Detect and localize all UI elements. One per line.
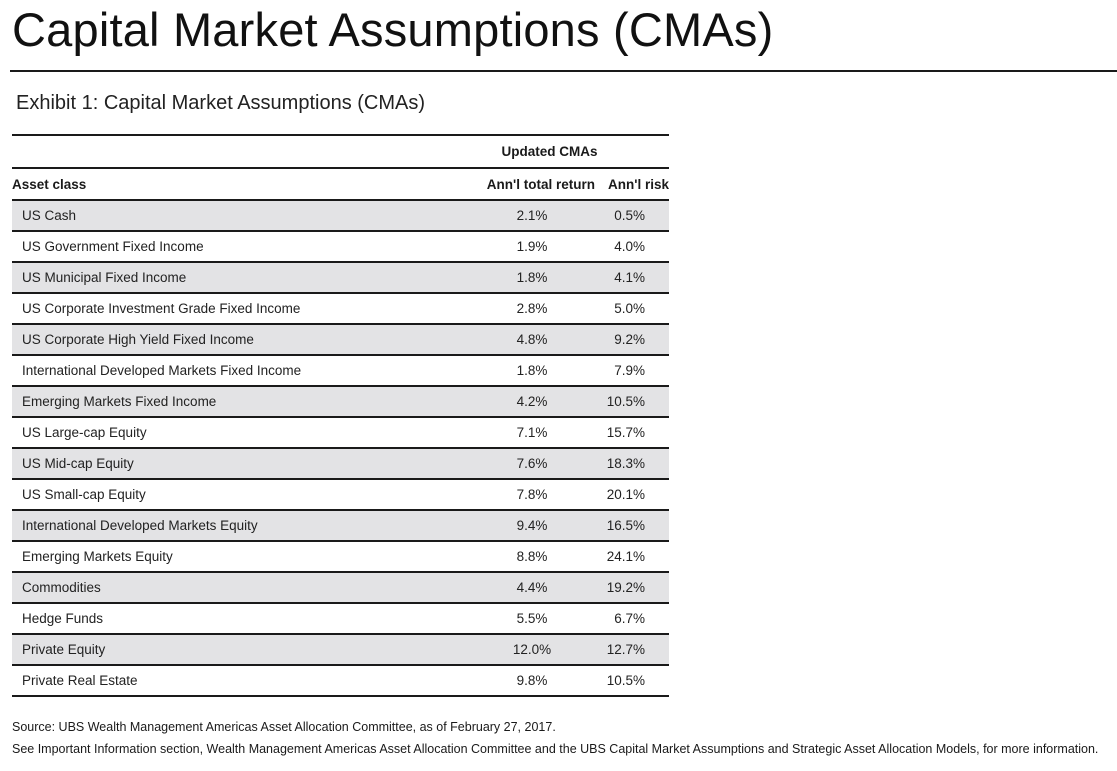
asset-class-cell: US Large-cap Equity <box>12 417 430 449</box>
asset-class-cell: Private Equity <box>12 634 430 666</box>
total-return-cell: 7.1% <box>430 417 595 449</box>
cma-table: Updated CMAs Asset class Ann'l total ret… <box>12 134 670 697</box>
total-return-cell: 5.5% <box>430 603 595 635</box>
risk-cell: 10.5% <box>595 386 670 418</box>
risk-cell: 4.1% <box>595 262 670 294</box>
total-return-cell: 9.8% <box>430 665 595 697</box>
table-row: Private Real Estate 9.8% 10.5% <box>12 665 670 697</box>
table-row: US Municipal Fixed Income 1.8% 4.1% <box>12 262 670 294</box>
risk-cell: 16.5% <box>595 510 670 542</box>
table-row: US Corporate High Yield Fixed Income 4.8… <box>12 324 670 356</box>
table-row: Hedge Funds 5.5% 6.7% <box>12 603 670 635</box>
title-divider <box>10 70 1117 72</box>
risk-cell: 24.1% <box>595 541 670 573</box>
asset-class-cell: Hedge Funds <box>12 603 430 635</box>
risk-cell: 20.1% <box>595 479 670 511</box>
asset-class-cell: Private Real Estate <box>12 665 430 697</box>
table-row: US Government Fixed Income 1.9% 4.0% <box>12 231 670 263</box>
column-header-total-return: Ann'l total return <box>430 168 595 201</box>
group-header-updated-cmas: Updated CMAs <box>430 134 670 169</box>
total-return-cell: 1.8% <box>430 262 595 294</box>
asset-class-cell: US Municipal Fixed Income <box>12 262 430 294</box>
table-row: Commodities 4.4% 19.2% <box>12 572 670 604</box>
asset-class-cell: US Corporate High Yield Fixed Income <box>12 324 430 356</box>
asset-class-cell: US Small-cap Equity <box>12 479 430 511</box>
total-return-cell: 8.8% <box>430 541 595 573</box>
total-return-cell: 4.2% <box>430 386 595 418</box>
total-return-cell: 7.8% <box>430 479 595 511</box>
column-header-risk: Ann'l risk <box>595 168 670 201</box>
asset-class-cell: Commodities <box>12 572 430 604</box>
risk-cell: 19.2% <box>595 572 670 604</box>
risk-cell: 4.0% <box>595 231 670 263</box>
asset-class-cell: US Mid-cap Equity <box>12 448 430 480</box>
table-row: Emerging Markets Fixed Income 4.2% 10.5% <box>12 386 670 418</box>
risk-cell: 12.7% <box>595 634 670 666</box>
asset-class-cell: International Developed Markets Fixed In… <box>12 355 430 387</box>
asset-class-cell: Emerging Markets Equity <box>12 541 430 573</box>
risk-cell: 0.5% <box>595 200 670 232</box>
table-group-header-row: Updated CMAs <box>12 134 670 169</box>
page-title: Capital Market Assumptions (CMAs) <box>12 3 774 56</box>
table-row: US Large-cap Equity 7.1% 15.7% <box>12 417 670 449</box>
cma-table-container: Updated CMAs Asset class Ann'l total ret… <box>12 134 670 697</box>
total-return-cell: 1.8% <box>430 355 595 387</box>
asset-class-cell: US Cash <box>12 200 430 232</box>
total-return-cell: 12.0% <box>430 634 595 666</box>
risk-cell: 18.3% <box>595 448 670 480</box>
important-information-footnote: See Important Information section, Wealt… <box>12 742 1099 756</box>
table-column-header-row: Asset class Ann'l total return Ann'l ris… <box>12 168 670 201</box>
table-row: International Developed Markets Fixed In… <box>12 355 670 387</box>
table-row: Private Equity 12.0% 12.7% <box>12 634 670 666</box>
total-return-cell: 1.9% <box>430 231 595 263</box>
asset-class-cell: International Developed Markets Equity <box>12 510 430 542</box>
total-return-cell: 4.8% <box>430 324 595 356</box>
risk-cell: 9.2% <box>595 324 670 356</box>
risk-cell: 5.0% <box>595 293 670 325</box>
asset-class-cell: Emerging Markets Fixed Income <box>12 386 430 418</box>
total-return-cell: 2.8% <box>430 293 595 325</box>
risk-cell: 10.5% <box>595 665 670 697</box>
table-row: Emerging Markets Equity 8.8% 24.1% <box>12 541 670 573</box>
risk-cell: 6.7% <box>595 603 670 635</box>
asset-class-cell: US Corporate Investment Grade Fixed Inco… <box>12 293 430 325</box>
table-row: US Corporate Investment Grade Fixed Inco… <box>12 293 670 325</box>
total-return-cell: 9.4% <box>430 510 595 542</box>
group-header-spacer <box>12 134 430 169</box>
risk-cell: 15.7% <box>595 417 670 449</box>
table-row: International Developed Markets Equity 9… <box>12 510 670 542</box>
table-row: US Cash 2.1% 0.5% <box>12 200 670 232</box>
table-row: US Mid-cap Equity 7.6% 18.3% <box>12 448 670 480</box>
asset-class-cell: US Government Fixed Income <box>12 231 430 263</box>
table-row: US Small-cap Equity 7.8% 20.1% <box>12 479 670 511</box>
column-header-asset-class: Asset class <box>12 168 430 201</box>
total-return-cell: 7.6% <box>430 448 595 480</box>
total-return-cell: 4.4% <box>430 572 595 604</box>
exhibit-title: Exhibit 1: Capital Market Assumptions (C… <box>16 92 426 114</box>
source-footnote: Source: UBS Wealth Management Americas A… <box>12 720 556 734</box>
risk-cell: 7.9% <box>595 355 670 387</box>
total-return-cell: 2.1% <box>430 200 595 232</box>
